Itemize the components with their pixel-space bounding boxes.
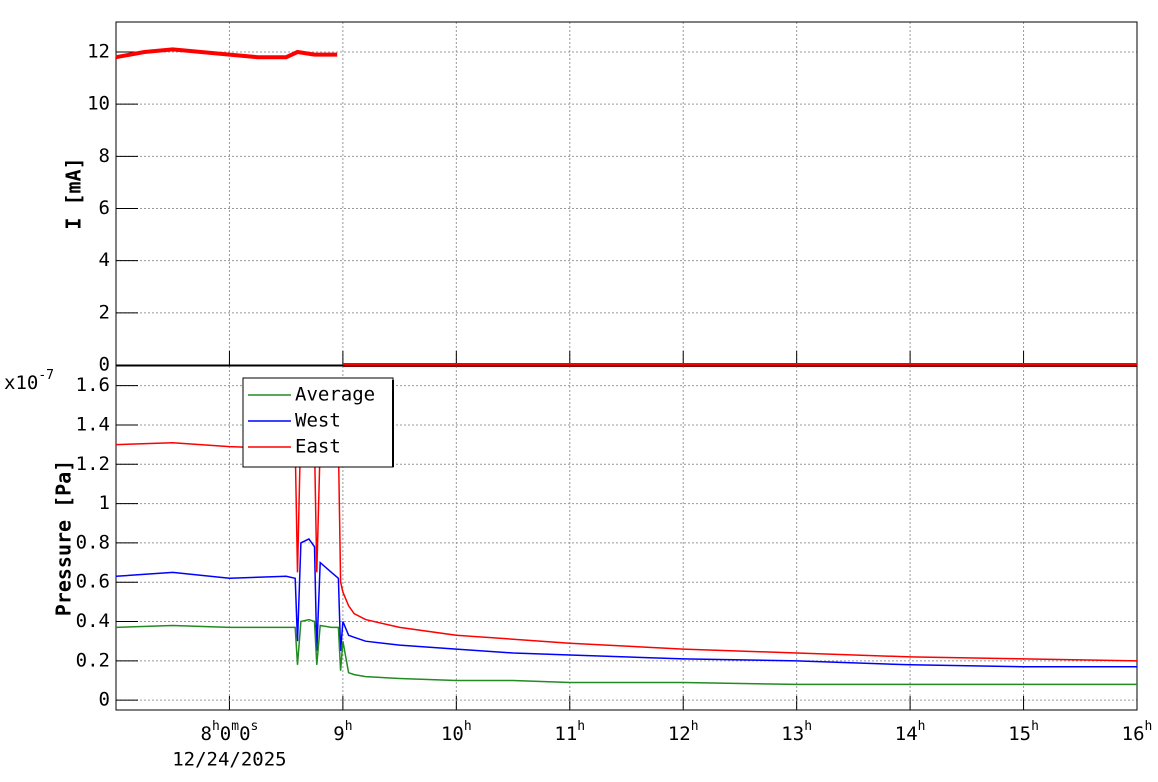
y-tick-label: 0.8 <box>76 531 110 553</box>
y-tick-label: 0 <box>99 689 110 711</box>
data-line <box>115 538 1137 668</box>
x-tick-label: 13h <box>781 719 812 745</box>
y-tick-label: 1.6 <box>76 374 110 396</box>
plot-frame <box>115 365 1138 711</box>
y-tick-label: 1.2 <box>76 453 110 475</box>
y-tick-label: 10 <box>87 93 110 115</box>
y-tick-label: 6 <box>99 197 110 219</box>
y-axis-label: Pressure [Pa] <box>52 460 76 617</box>
axis-multiplier: x10-7 <box>4 368 54 394</box>
x-tick-label: 16h <box>1122 719 1153 745</box>
data-line <box>115 418 1138 662</box>
x-tick-label: 11h <box>554 719 585 745</box>
legend-box <box>242 377 394 468</box>
data-line <box>115 618 1137 686</box>
x-tick-label: 8h0m0s <box>201 719 259 745</box>
y-tick-label: 0.4 <box>76 610 110 632</box>
y-tick-label: 1 <box>99 492 110 514</box>
y-tick-label: 8 <box>99 145 110 167</box>
y-tick-label: 0 <box>99 354 110 376</box>
x-tick-label: 15h <box>1008 719 1039 745</box>
legend-label: East <box>295 436 341 458</box>
legend-label: Average <box>295 384 375 406</box>
y-tick-label: 2 <box>99 301 110 323</box>
x-tick-label: 9h <box>333 719 352 745</box>
y-tick-label: 4 <box>99 249 110 271</box>
legend-label: West <box>295 410 341 432</box>
date-label: 12/24/2025 <box>172 749 286 771</box>
plot-frame <box>115 21 1138 366</box>
data-line <box>115 47 1137 367</box>
y-axis-label: I [mA] <box>62 157 86 229</box>
y-tick-label: 1.4 <box>76 413 110 435</box>
y-tick-label: 0.2 <box>76 649 110 671</box>
x-tick-label: 12h <box>668 719 699 745</box>
x-tick-label: 10h <box>441 719 472 745</box>
x-tick-label: 14h <box>895 719 926 745</box>
y-tick-label: 0.6 <box>76 571 110 593</box>
y-tick-label: 12 <box>87 40 110 62</box>
legend: Average West East <box>242 377 394 468</box>
